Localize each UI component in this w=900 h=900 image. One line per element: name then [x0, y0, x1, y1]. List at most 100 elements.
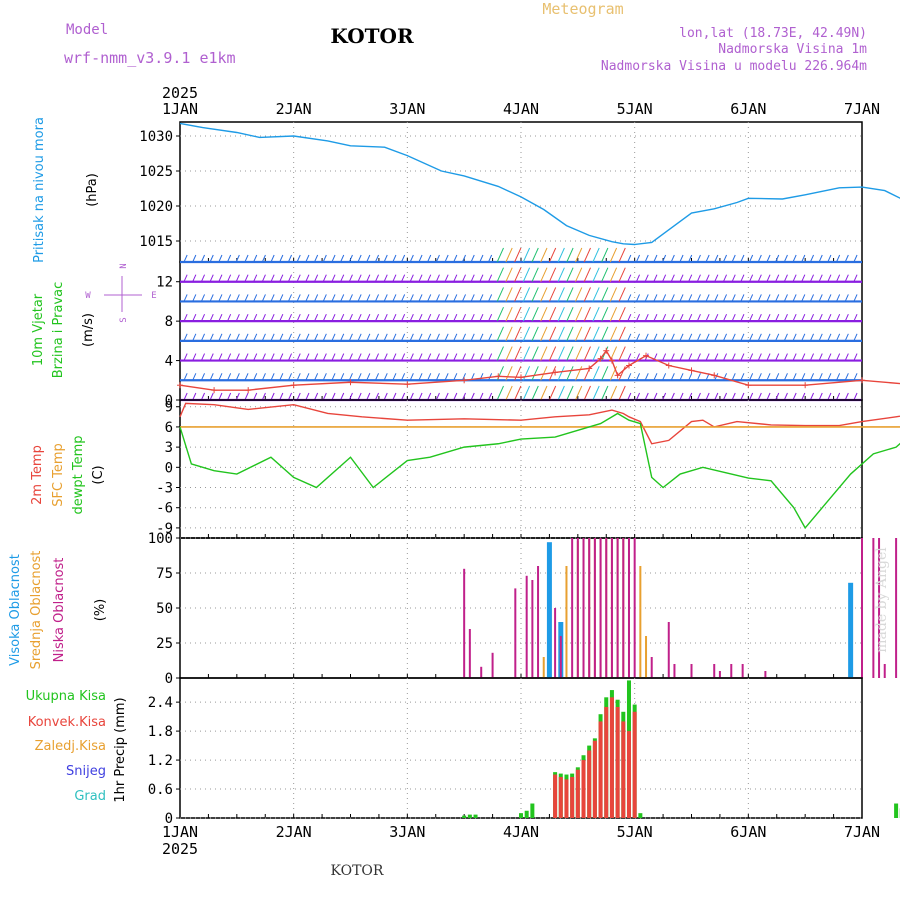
- wind-barb: [427, 274, 432, 282]
- wind-barb: [749, 313, 754, 322]
- wind-barb: [522, 326, 531, 342]
- wind-barb: [453, 254, 458, 263]
- wind-barb: [749, 254, 754, 263]
- wind-barb: [279, 353, 284, 361]
- wind-barb: [627, 333, 632, 342]
- low_cloud-bar: [605, 538, 608, 678]
- wind-barb: [200, 353, 206, 361]
- wind-barb: [601, 385, 609, 401]
- wind-barb: [453, 313, 458, 322]
- wind-barb: [696, 353, 701, 361]
- wind-barb: [818, 333, 823, 342]
- top-day-label: 7JAN: [844, 100, 880, 118]
- wind-barb: [427, 254, 432, 263]
- wind-barb: [757, 333, 762, 342]
- wind-barb: [792, 254, 797, 263]
- wind-barb: [209, 353, 214, 361]
- compass-e: E: [151, 291, 156, 301]
- y-tick-label: 75: [156, 566, 173, 582]
- wind-barb: [183, 274, 188, 282]
- pressure-labels: Pritisak na nivou mora (hPa): [32, 117, 100, 263]
- wind-barb: [827, 274, 832, 282]
- pressure-unit: (hPa): [85, 173, 100, 207]
- y-tick-label: 0: [165, 811, 173, 827]
- conv_precip-bar: [615, 706, 620, 818]
- wind-barb: [531, 306, 539, 322]
- wind-barb: [801, 313, 806, 322]
- wind-barb: [340, 392, 345, 401]
- wind-barb: [374, 274, 380, 282]
- wind-barb: [557, 306, 565, 322]
- wind-barb: [453, 274, 458, 282]
- wind-barb: [653, 274, 658, 282]
- wind-barb: [662, 254, 667, 263]
- wind-panel: 0 4 8 12: [156, 247, 900, 409]
- wind-barb: [470, 274, 475, 282]
- low_cloud-bar: [588, 538, 591, 678]
- y-tick-label: 0: [165, 393, 173, 409]
- wind-barb: [853, 313, 858, 322]
- wind-barb: [583, 267, 591, 282]
- wind-barb: [261, 274, 266, 282]
- wind-barb: [227, 294, 232, 302]
- wind-barb: [575, 346, 583, 361]
- wind-barb: [679, 373, 684, 381]
- wind-barb: [575, 326, 583, 342]
- wind-barb: [740, 333, 745, 342]
- wind-barb: [557, 385, 565, 401]
- low_cloud-bar: [525, 575, 528, 678]
- wind-barb: [809, 294, 815, 302]
- wind-barb: [253, 254, 258, 263]
- wind-barb: [601, 247, 609, 263]
- wind-barb: [844, 294, 849, 302]
- wind-barb: [374, 294, 380, 302]
- temp-label-1: 2m Temp: [30, 445, 45, 505]
- temp-panel: -9 -6 -3 0 3 6 9: [156, 399, 900, 539]
- wind-barb: [609, 306, 618, 322]
- wind-barb: [287, 373, 293, 381]
- wind-barb: [766, 373, 771, 381]
- wind-barb: [644, 392, 649, 401]
- wind-barb: [557, 326, 565, 342]
- wind-barb: [722, 373, 728, 381]
- low_cloud-bar: [690, 664, 693, 678]
- wind-barb: [575, 385, 583, 401]
- conv_precip-bar: [587, 750, 592, 818]
- wind-barb: [775, 392, 780, 401]
- wind-barb: [227, 274, 232, 282]
- wind-barb: [374, 333, 380, 342]
- y-tick-label: 4: [165, 354, 173, 370]
- wind-barb: [827, 313, 832, 322]
- wind-barb: [209, 254, 214, 263]
- wind-barb: [270, 353, 275, 361]
- y-tick-label: 12: [156, 275, 173, 291]
- wind-barb: [374, 373, 380, 381]
- wind-barb: [218, 313, 223, 322]
- wind-barb: [322, 353, 327, 361]
- wind-barb: [566, 287, 574, 302]
- wind-barb: [575, 366, 583, 381]
- wind-barb: [470, 333, 475, 342]
- wind-barb: [479, 274, 484, 282]
- wind-barb: [696, 313, 701, 322]
- wind-barb: [557, 267, 565, 282]
- wind-barb: [253, 274, 258, 282]
- top-day-label: 3JAN: [389, 100, 425, 118]
- wind_speed-series-line: [179, 349, 900, 391]
- wind-barb: [279, 274, 284, 282]
- wind-barb: [653, 254, 658, 263]
- low_cloud-bar: [559, 636, 562, 678]
- chart-title: KOTOR: [330, 24, 414, 48]
- y-tick-label: 0.6: [148, 782, 173, 798]
- wind-barb: [670, 392, 675, 401]
- wind-barb: [679, 353, 684, 361]
- wind-barb: [601, 306, 609, 322]
- wind-barb: [540, 326, 548, 342]
- wind-barb: [392, 274, 397, 282]
- wind-barb: [427, 294, 432, 302]
- wind-barb: [566, 247, 574, 263]
- conv_precip-bar: [570, 776, 575, 818]
- wind-barb: [540, 366, 548, 381]
- wind-barb: [722, 353, 728, 361]
- wind-barb: [540, 287, 548, 302]
